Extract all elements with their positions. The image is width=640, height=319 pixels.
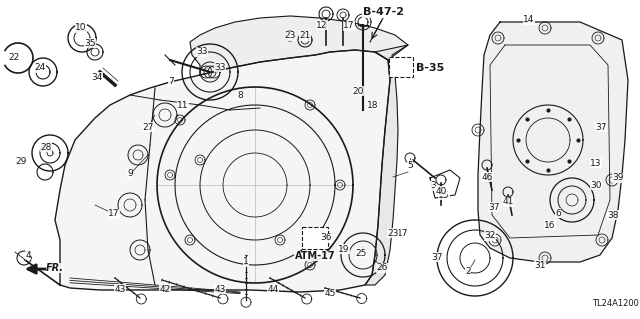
Text: 20: 20 [352, 86, 364, 95]
Text: 16: 16 [544, 220, 556, 229]
Text: 7: 7 [168, 77, 174, 85]
FancyBboxPatch shape [302, 227, 328, 249]
Text: 25: 25 [355, 249, 367, 257]
Text: ATM-17: ATM-17 [294, 251, 335, 261]
Text: 37: 37 [431, 253, 443, 262]
Text: 34: 34 [92, 72, 102, 81]
Text: 19: 19 [339, 244, 349, 254]
Text: 15: 15 [438, 190, 450, 199]
Text: 17: 17 [108, 210, 120, 219]
Text: 44: 44 [268, 285, 278, 293]
Text: 21: 21 [300, 32, 310, 41]
Text: 36: 36 [320, 234, 332, 242]
Text: 6: 6 [555, 209, 561, 218]
Text: 39: 39 [612, 174, 624, 182]
FancyBboxPatch shape [389, 57, 413, 77]
Text: 46: 46 [481, 173, 493, 182]
Text: 4: 4 [25, 250, 31, 259]
Text: 17: 17 [397, 228, 409, 238]
Text: 37: 37 [488, 203, 500, 211]
Text: 38: 38 [607, 211, 619, 219]
Text: 8: 8 [237, 91, 243, 100]
Text: 22: 22 [8, 53, 20, 62]
Text: 28: 28 [40, 143, 52, 152]
Text: FR.: FR. [46, 263, 64, 273]
Text: 45: 45 [324, 290, 336, 299]
Polygon shape [55, 50, 390, 292]
Polygon shape [478, 22, 628, 262]
Text: 27: 27 [142, 122, 154, 131]
Text: 11: 11 [177, 101, 189, 110]
Text: B-47-2: B-47-2 [362, 7, 403, 17]
Polygon shape [190, 16, 408, 75]
Text: 35: 35 [84, 39, 96, 48]
Text: 43: 43 [214, 285, 226, 293]
Text: 10: 10 [76, 24, 87, 33]
Text: 23: 23 [387, 228, 399, 238]
Text: 37: 37 [595, 122, 607, 131]
Text: 31: 31 [534, 261, 546, 270]
Text: 32: 32 [484, 232, 496, 241]
Text: 30: 30 [590, 181, 602, 189]
Text: 5: 5 [407, 160, 413, 169]
Text: 26: 26 [376, 263, 388, 272]
Text: TL24A1200: TL24A1200 [591, 299, 639, 308]
Text: 41: 41 [502, 197, 514, 206]
Text: 2: 2 [465, 268, 471, 277]
Text: 29: 29 [15, 158, 27, 167]
Text: 1: 1 [243, 257, 249, 266]
Text: 40: 40 [435, 187, 447, 196]
Text: 13: 13 [590, 159, 602, 167]
Text: 18: 18 [367, 100, 379, 109]
Text: 24: 24 [35, 63, 45, 72]
Text: 3: 3 [430, 182, 436, 190]
Text: 42: 42 [159, 285, 171, 293]
Text: 43: 43 [115, 285, 125, 293]
Text: 17: 17 [343, 21, 355, 31]
Text: 33: 33 [214, 63, 226, 71]
Text: 12: 12 [316, 20, 328, 29]
Text: 33: 33 [196, 48, 208, 56]
Text: 23: 23 [284, 32, 296, 41]
Text: 14: 14 [524, 16, 534, 25]
Text: B-35: B-35 [416, 63, 444, 73]
Text: 9: 9 [127, 169, 133, 179]
Polygon shape [365, 45, 408, 285]
